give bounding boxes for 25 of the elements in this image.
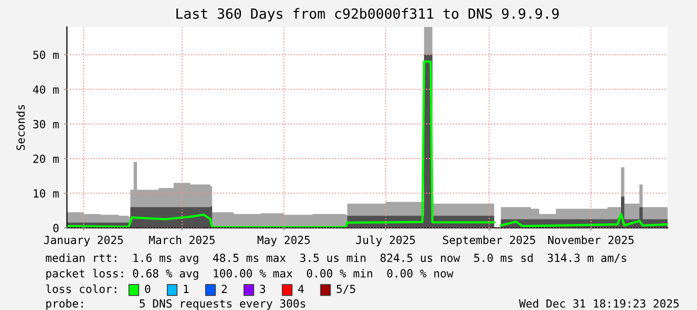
- x-tick-label: May 2025: [258, 236, 310, 246]
- y-tick-label: 40 m: [33, 85, 59, 94]
- x-tick-label: January 2025: [44, 236, 123, 246]
- text: Wed Dec 31 18:19:23 2025: [519, 299, 679, 308]
- text: packet loss: 0.68 % avg 100.00 % max 0.00 % min 0.00 % now: [46, 268, 454, 280]
- text: 5/5: [336, 284, 356, 294]
- text: loss color:: [46, 284, 116, 294]
- x-tick-label: September 2025: [443, 236, 536, 246]
- y-tick-label: 30 m: [33, 120, 59, 128]
- x-tick-label: March 2025: [149, 236, 215, 244]
- chart-title: Last 360 Days from c92b0000f311 to DNS 9.9.9.9: [176, 8, 559, 22]
- x-tick-label: November 2025: [548, 236, 634, 244]
- text: 4: [298, 284, 304, 293]
- y-tick-label: 10 m: [34, 189, 59, 198]
- text: probe: 5 DNS requests every 300s: [46, 299, 306, 310]
- text: 0: [145, 284, 150, 294]
- y-tick-label: 50 m: [33, 50, 59, 60]
- text: 3: [260, 284, 266, 294]
- y-axis-title: Seconds: [16, 105, 25, 150]
- y-tick-label: 0: [53, 224, 59, 232]
- text: median rtt: 1.6 ms avg 48.5 ms max 3.5 us min 824.5 us now 5.0 ms sd 314.3 m am/s: [46, 253, 626, 264]
- text: 1: [184, 284, 189, 293]
- y-tick-label: 20 m: [33, 154, 59, 163]
- text: 2: [222, 284, 227, 293]
- x-tick-label: July 2025: [356, 235, 415, 246]
